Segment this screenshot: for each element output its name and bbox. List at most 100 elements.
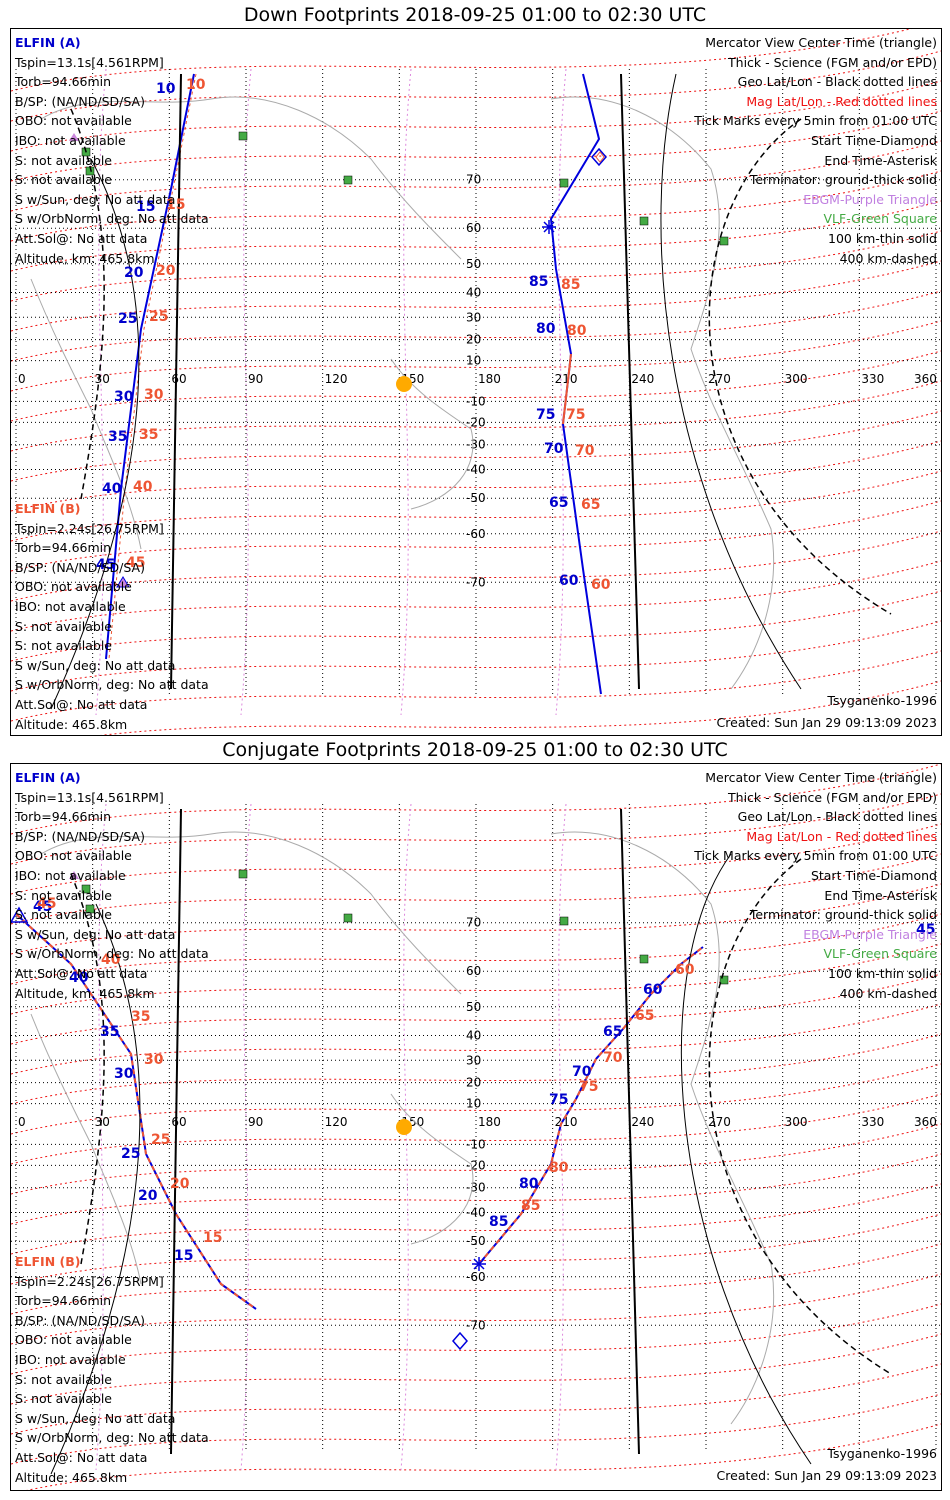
terminator-400km: [708, 118, 892, 615]
tick-label: 40: [133, 479, 153, 495]
legend-item: VLF-Green Square: [823, 946, 937, 962]
tick-label: 30: [114, 389, 134, 405]
mag-lat-line: [11, 1153, 941, 1225]
legend-item: 400 km-dashed: [839, 250, 937, 266]
tick-label: 65: [603, 1024, 623, 1040]
terminator-ground-2: [620, 73, 640, 690]
info-line: S: not available: [15, 638, 112, 654]
tick-label: 65: [549, 495, 569, 511]
info-line: Altitude: 465.8km: [15, 716, 128, 732]
lat-tick-label: -30: [466, 1181, 486, 1195]
tick-label: 65: [581, 497, 601, 513]
lon-tick-label: 270: [708, 372, 731, 386]
terminator-ground: [170, 808, 182, 1455]
tick-label: 25: [149, 309, 169, 325]
elfin-b-heading: ELFIN (B): [15, 1254, 81, 1269]
end-time-asterisk: [542, 220, 556, 234]
tick-label: 60: [591, 577, 611, 593]
lon-tick-label: 180: [478, 1115, 501, 1129]
terminator-ground: [170, 73, 182, 690]
info-line: Altitude: 465.8km: [15, 1469, 128, 1485]
tick-label: 80: [519, 1176, 539, 1192]
tick-label: 15: [203, 1230, 223, 1246]
lon-tick-label: 210: [555, 372, 578, 386]
tick-label: 45: [126, 555, 146, 571]
tick-label: 60: [643, 982, 663, 998]
mag-lon-line: [400, 68, 412, 716]
lat-tick-label: 70: [466, 173, 481, 187]
info-line: Altitude, km: 465.8km: [15, 985, 155, 1001]
info-line: S w/Sun, deg: No att data: [15, 1410, 176, 1426]
lon-tick-label: 0: [18, 372, 26, 386]
info-line: IBO: not available: [15, 867, 126, 883]
tick-label: 35: [108, 429, 128, 445]
mag-lat-line: [11, 110, 941, 182]
legend-item: EBGM-Purple Triangle: [803, 926, 937, 942]
coastline: [550, 96, 775, 690]
info-line: S w/Sun, deg: No att data: [15, 657, 176, 673]
lon-tick-label: 90: [248, 372, 263, 386]
tick-label: 35: [139, 427, 159, 443]
info-line: Att.Sol@: No att data: [15, 965, 148, 981]
elfin-a-heading: ELFIN (A): [15, 35, 81, 50]
vlf-station: [559, 916, 569, 926]
lat-tick-label: 30: [466, 1053, 481, 1067]
mag-lat-line: [26, 1423, 941, 1490]
legend-item: Start Time-Diamond: [810, 132, 937, 148]
elfin-a-info: ELFIN (A) Tspin=13.1s[4.561RPM] Torb=94.…: [15, 33, 209, 268]
map-canvas: 0 30 60 90 120 150 180 210 240 270 300 330 360706050…: [11, 29, 941, 735]
lat-tick-label: -60: [466, 527, 486, 541]
legend-item: EBGM-Purple Triangle: [803, 191, 937, 207]
sun-icon: [396, 1119, 412, 1135]
tick-label: 35: [100, 1024, 120, 1040]
info-line: S: not available: [15, 618, 112, 634]
vlf-station: [719, 236, 729, 246]
vlf-station: [81, 884, 91, 894]
tick-label: 20: [124, 265, 144, 281]
lat-tick-label: 70: [466, 916, 481, 930]
mag-lat-line: [11, 410, 941, 482]
lon-tick-label: 120: [325, 372, 348, 386]
info-line: IBO: not available: [15, 598, 126, 614]
mag-lat-line: [11, 1363, 941, 1435]
lon-tick-label: 240: [631, 1115, 654, 1129]
info-line: OBO: not available: [15, 1332, 132, 1348]
elfin-b-track-2: [562, 353, 572, 425]
legend-item: Start Time-Diamond: [810, 867, 937, 883]
tick-label: 75: [579, 1079, 599, 1095]
lat-tick-label: -10: [466, 1137, 486, 1151]
lat-tick-label: 20: [466, 1076, 481, 1090]
vlf-station: [719, 975, 729, 985]
panel-title: Down Footprints 2018-09-25 01:00 to 02:3…: [243, 4, 707, 26]
lon-tick-label: 120: [325, 1115, 348, 1129]
mag-lat-line: [11, 29, 912, 92]
tick-label: 85: [521, 1198, 541, 1214]
ebgm-triangle: [69, 133, 79, 141]
tick-label: 75: [536, 407, 556, 423]
mag-lat-line: [11, 590, 941, 662]
info-line: S w/Sun, deg: No att data: [15, 926, 176, 942]
lon-tick-label: 240: [631, 372, 654, 386]
info-line: S: not available: [15, 907, 112, 923]
tick-label: 15: [166, 197, 186, 213]
lon-tick-label: 330: [861, 372, 884, 386]
mag-lat-line: [11, 764, 941, 835]
tick-label: 25: [151, 1132, 171, 1148]
lon-tick-label: 90: [248, 1115, 263, 1129]
legend-item: Thick - Science (FGM and/or EPD): [728, 789, 937, 805]
mag-lat-line: [11, 913, 941, 985]
terminator-400km-2: [70, 108, 105, 500]
info-line: Torb=94.66min: [15, 1293, 112, 1309]
info-line: Tspin=13.1s[4.561RPM]: [15, 789, 164, 805]
panel-title: Conjugate Footprints 2018-09-25 01:00 to…: [222, 739, 728, 761]
lat-tick-label: 60: [466, 221, 481, 235]
tick-label: 40: [69, 970, 89, 986]
legend-item: Mercator View Center Time (triangle): [705, 35, 937, 50]
legend-item: Mag Lat/Lon - Red dotted lines: [746, 93, 937, 109]
mag-lat-line: [11, 1303, 941, 1375]
tick-label: 25: [118, 311, 138, 327]
mag-lat-line: [11, 793, 941, 865]
info-line: Torb=94.66min: [15, 74, 112, 90]
mag-lat-line: [11, 1213, 941, 1285]
info-line: Att.Sol@: No att data: [15, 1449, 148, 1465]
